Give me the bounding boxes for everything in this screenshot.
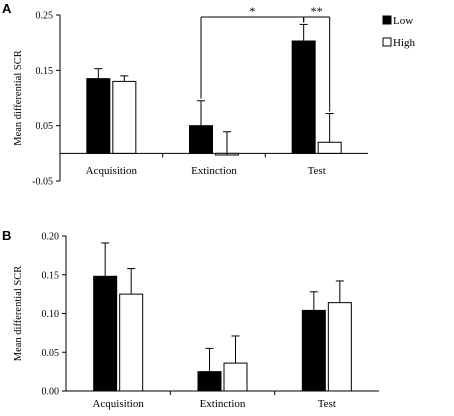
panel-b-category-label-extinction: Extinction (200, 398, 246, 410)
panel-b-ytick-label-4: 0.20 (42, 232, 60, 243)
panel-a-legend-swatch-high (382, 37, 392, 47)
panel-a-bar-test-low (291, 40, 316, 154)
panel-b-category-label-acquisition: Acquisition (92, 398, 144, 410)
panel-a-legend-label-low: Low (393, 15, 413, 27)
panel-a-category-label-test: Test (308, 165, 326, 177)
panel-a-sig-label-1: ** (311, 4, 323, 18)
panel-b-ytick-label-2: 0.10 (42, 309, 60, 320)
panel-a-sig-label-0: * (249, 4, 255, 18)
panel-b-category-label-test: Test (318, 398, 336, 410)
panel-a-category-label-acquisition: Acquisition (86, 165, 138, 177)
panel-a-ytick-label-1: 0.05 (36, 121, 54, 132)
panel-b-ytick-label-1: 0.05 (42, 348, 60, 359)
panel-b-bar-acquisition-high (119, 293, 144, 392)
panel-a-bar-acquisition-low (86, 78, 111, 154)
panel-b-ytick-label-3: 0.15 (42, 270, 60, 281)
panel-b-chart: 0.00 0.05 0.10 0.15 0.20 Mean differential SC… (13, 232, 379, 410)
panel-b-bar-acquisition-low (93, 275, 118, 392)
panel-a-bar-extinction-low (189, 125, 213, 154)
panel-b-y-axis-label: Mean differential SCR (13, 266, 24, 361)
panel-b-bar-extinction-low (197, 371, 222, 392)
panel-b-ytick-label-0: 0.00 (42, 387, 60, 398)
panel-a-bar-acquisition-high (112, 80, 137, 154)
panel-a-bar-test-high (317, 141, 342, 154)
panel-b-bar-extinction-high (223, 362, 248, 392)
panel-a-category-label-extinction: Extinction (191, 165, 237, 177)
panel-a-chart: -0.05 0.05 0.15 0.25 Mean differential SCR Ac… (13, 4, 416, 188)
panel-letter-a: A (2, 1, 12, 16)
panel-a-y-axis-label: Mean differential SCR (13, 50, 24, 145)
panel-a-ytick-label-0: -0.05 (32, 177, 53, 188)
panel-letter-b: B (2, 228, 11, 243)
panel-b-bar-test-high (327, 302, 352, 392)
panel-a-legend-label-high: High (393, 37, 416, 49)
panel-a-ytick-label-2: 0.15 (36, 66, 54, 77)
panel-a-legend-swatch-low (382, 15, 392, 25)
panel-a-ytick-label-3: 0.25 (36, 11, 54, 22)
panel-b-bar-test-low (301, 309, 326, 392)
